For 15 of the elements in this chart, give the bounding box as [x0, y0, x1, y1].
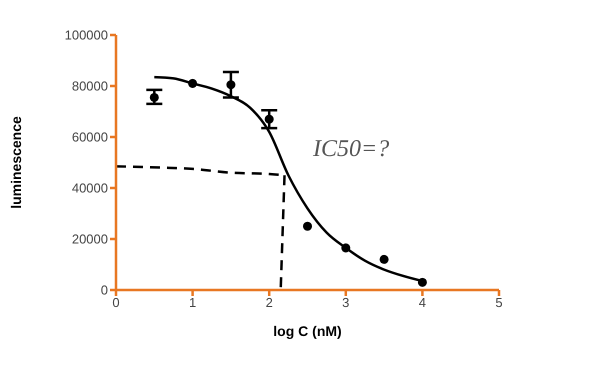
x-axis-title: log C (nM): [273, 323, 342, 339]
x-tick-label: 1: [188, 295, 196, 310]
y-tick-label: 80000: [72, 78, 108, 94]
y-tick-label: 100000: [64, 28, 108, 43]
x-tick-label: 3: [342, 295, 350, 310]
x-tick-label: 5: [495, 295, 503, 310]
y-tick-label: 60000: [72, 130, 108, 145]
x-tick-label: 2: [266, 295, 273, 310]
annotation: IC50=?: [313, 136, 390, 163]
y-axis-title: luminescence: [8, 116, 24, 209]
y-tick-label: 20000: [72, 232, 108, 247]
x-tick-label: 0: [112, 295, 120, 310]
y-tick-label: 0: [100, 282, 108, 298]
y-tick-label: 40000: [72, 180, 108, 196]
x-tick-label: 4: [418, 295, 426, 310]
